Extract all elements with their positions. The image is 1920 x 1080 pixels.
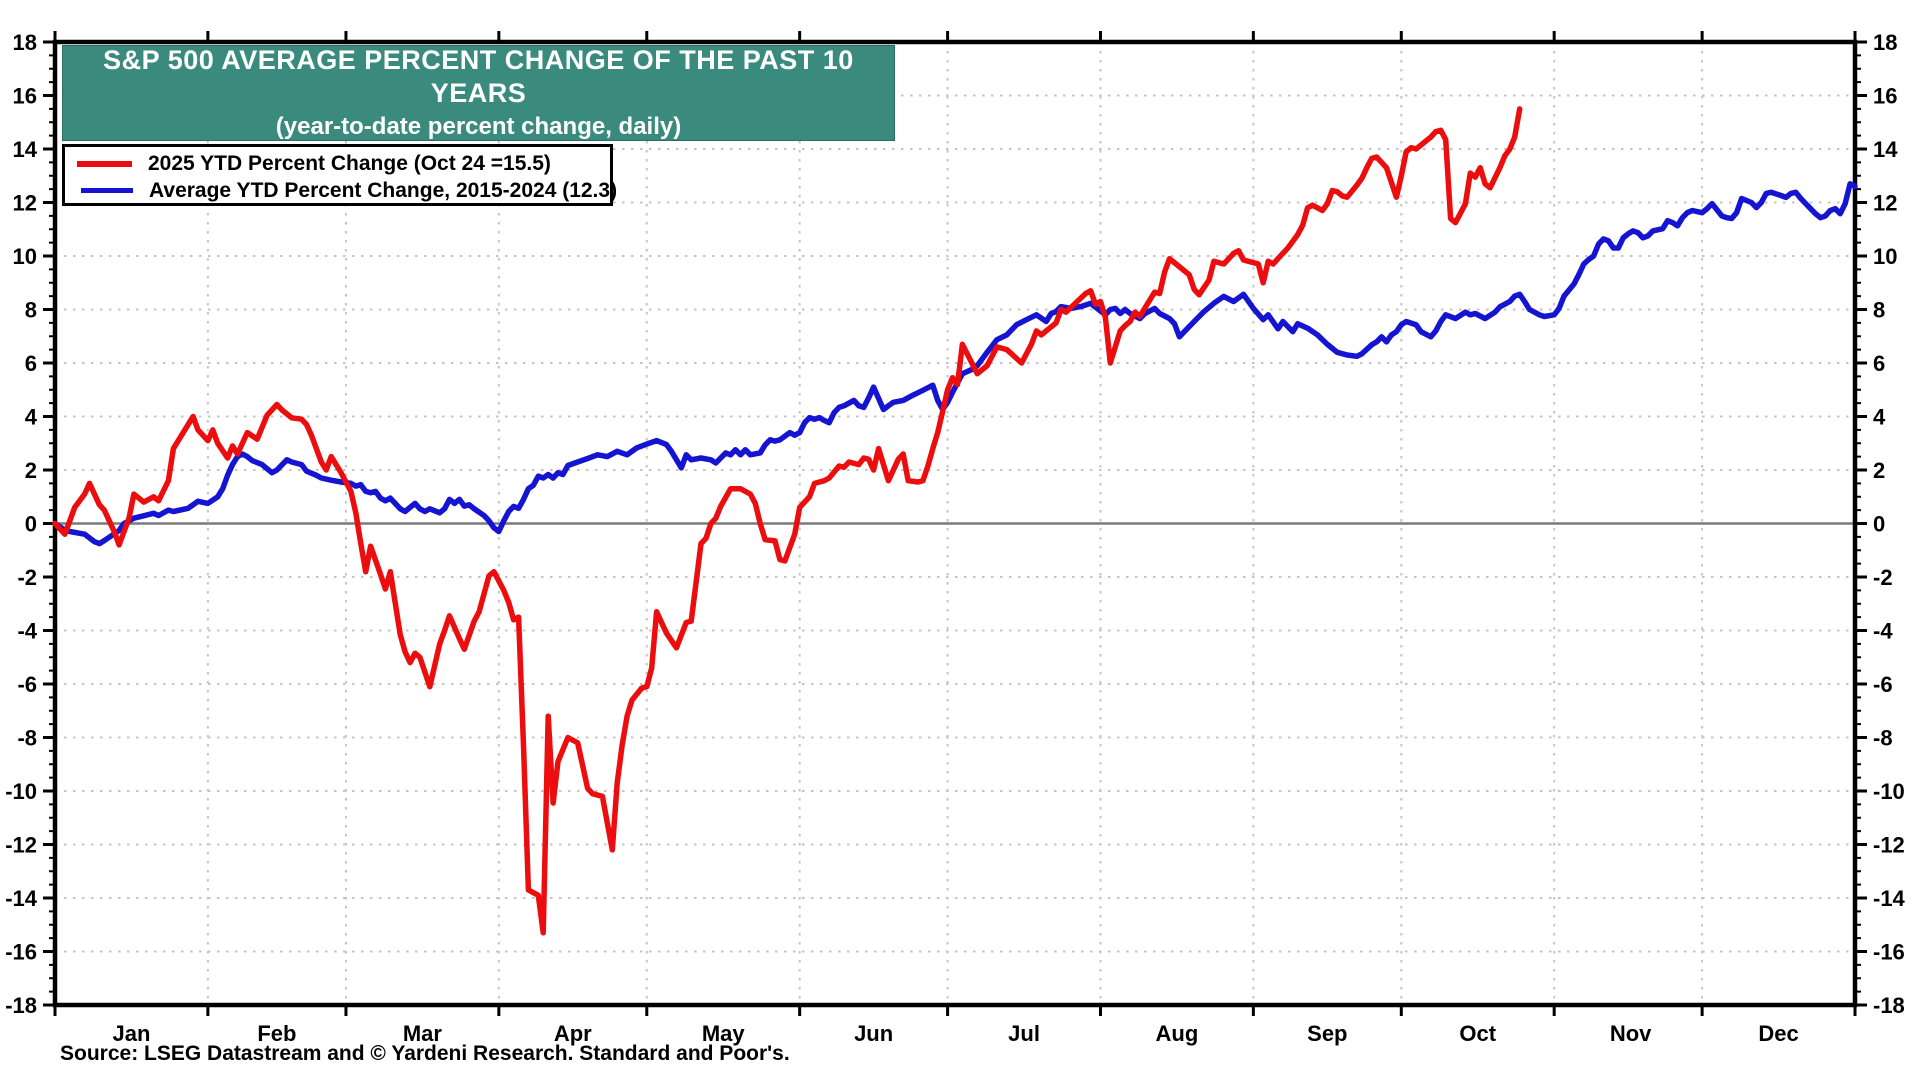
x-axis-month-label: Nov [1610, 1021, 1652, 1046]
y-axis-label-right: 16 [1873, 84, 1897, 109]
legend-item-2025-ytd: 2025 YTD Percent Change (Oct 24 =15.5) [65, 150, 610, 177]
gridlines [55, 42, 1855, 1005]
y-axis-label-right: -8 [1873, 726, 1893, 751]
y-axis-label-right: -18 [1873, 993, 1905, 1018]
y-axis-label-left: -10 [5, 779, 37, 804]
y-axis-label-left: 18 [13, 30, 37, 55]
y-axis-label-right: 0 [1873, 512, 1885, 537]
y-axis-label-left: -12 [5, 833, 37, 858]
chart-title-box: S&P 500 AVERAGE PERCENT CHANGE OF THE PA… [62, 45, 895, 141]
y-axis-label-left: -18 [5, 993, 37, 1018]
y-axis-label-right: -14 [1873, 886, 1906, 911]
legend-label-2025-ytd: 2025 YTD Percent Change (Oct 24 =15.5) [148, 151, 551, 175]
y-axis-label-right: -2 [1873, 565, 1893, 590]
y-axis-label-right: 2 [1873, 458, 1885, 483]
legend-item-average-ytd: Average YTD Percent Change, 2015-2024 (1… [65, 177, 617, 204]
x-axis-month-label: Jun [854, 1021, 893, 1046]
y-axis-label-left: 10 [13, 244, 37, 269]
series-line-2025-ytd-percent-change [52, 106, 1523, 936]
y-axis-label-right: -6 [1873, 672, 1893, 697]
y-axis-label-left: -6 [17, 672, 37, 697]
y-axis-label-right: 18 [1873, 30, 1897, 55]
x-axis-month-label: Apr [554, 1021, 592, 1046]
y-axis-label-left: -8 [17, 726, 37, 751]
series-lines [52, 106, 1858, 936]
x-axis-month-label: Dec [1758, 1021, 1798, 1046]
chart-subtitle: (year-to-date percent change, daily) [275, 113, 682, 141]
red-line-swatch-icon [77, 160, 132, 167]
y-axis-label-right: 10 [1873, 244, 1897, 269]
y-axis-label-right: 12 [1873, 191, 1897, 216]
x-axis-month-label: Sep [1307, 1021, 1347, 1046]
y-axis-label-right: -4 [1873, 619, 1893, 644]
x-axis-month-label: May [702, 1021, 746, 1046]
y-axis-label-left: 16 [13, 84, 37, 109]
y-axis-label-left: 6 [25, 351, 37, 376]
y-axis-label-right: -16 [1873, 940, 1905, 965]
y-axis-label-left: -16 [5, 940, 37, 965]
y-axis-label-right: 6 [1873, 351, 1885, 376]
source-attribution: Source: LSEG Datastream and © Yardeni Re… [60, 1042, 790, 1065]
blue-line-swatch-icon [81, 188, 133, 193]
y-axis-label-right: 8 [1873, 298, 1885, 323]
legend: 2025 YTD Percent Change (Oct 24 =15.5) A… [62, 144, 617, 206]
x-axis-month-label: Oct [1459, 1021, 1496, 1046]
x-axis-month-label: Jan [112, 1021, 150, 1046]
y-axis-label-left: 12 [13, 191, 37, 216]
y-axis-label-left: -14 [5, 886, 38, 911]
x-axis-month-label: Feb [257, 1021, 296, 1046]
y-axis-label-right: 4 [1873, 405, 1886, 430]
axis-labels: 18 18 16 16 14 14 12 12 10 10 8 8 6 6 4 4 2 2 0 0 -2 -2 -4 -4 -6… [5, 30, 1905, 1046]
y-axis-label-right: -10 [1873, 779, 1905, 804]
y-axis-label-left: -4 [17, 619, 37, 644]
y-axis-label-left: -2 [17, 565, 37, 590]
y-axis-label-right: 14 [1873, 137, 1898, 162]
chart-title: S&P 500 AVERAGE PERCENT CHANGE OF THE PA… [103, 44, 854, 109]
y-axis-label-right: -12 [1873, 833, 1905, 858]
x-axis-month-label: Mar [403, 1021, 443, 1046]
y-axis-label-left: 4 [25, 405, 38, 430]
legend-label-average-ytd: Average YTD Percent Change, 2015-2024 (1… [149, 178, 618, 202]
y-axis-label-left: 8 [25, 298, 37, 323]
x-axis-month-label: Jul [1008, 1021, 1040, 1046]
x-axis-month-label: Aug [1156, 1021, 1199, 1046]
y-axis-label-left: 0 [25, 512, 37, 537]
y-axis-label-left: 2 [25, 458, 37, 483]
y-axis-label-left: 14 [13, 137, 38, 162]
